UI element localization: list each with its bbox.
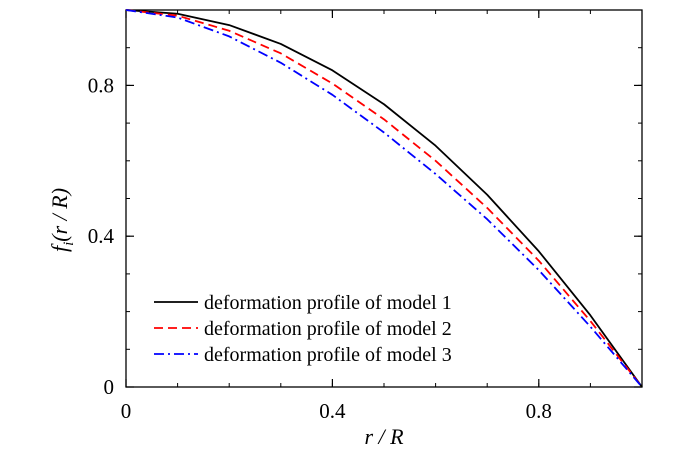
y-tick-label: 0.8 <box>88 73 114 97</box>
y-axis-label-rest: (r / R) <box>47 188 72 242</box>
x-axis-label: r / R <box>364 424 404 449</box>
x-tick-label: 0 <box>121 399 132 423</box>
legend: deformation profile of model 1 deformatio… <box>154 292 452 366</box>
legend-label-model-2: deformation profile of model 2 <box>204 318 452 340</box>
tick-labels: 0 0.4 0.8 0 0.4 0.8 <box>88 73 552 423</box>
x-tick-label: 0.4 <box>319 399 346 423</box>
series-line-model-1 <box>125 9 643 388</box>
legend-label-model-1: deformation profile of model 1 <box>204 292 452 314</box>
x-tick-label: 0.8 <box>526 399 552 423</box>
major-ticks <box>125 10 642 388</box>
y-axis-label-main: f <box>47 243 72 252</box>
series-layer <box>125 9 643 388</box>
series-line-model-2 <box>125 9 643 388</box>
legend-label-model-3: deformation profile of model 3 <box>204 344 452 366</box>
y-axis-label: fi(r / R) <box>47 188 77 252</box>
series-line-model-3 <box>125 9 643 388</box>
y-axis-label-sub: i <box>61 242 77 246</box>
y-tick-label: 0 <box>104 375 115 399</box>
y-tick-label: 0.4 <box>88 224 115 248</box>
